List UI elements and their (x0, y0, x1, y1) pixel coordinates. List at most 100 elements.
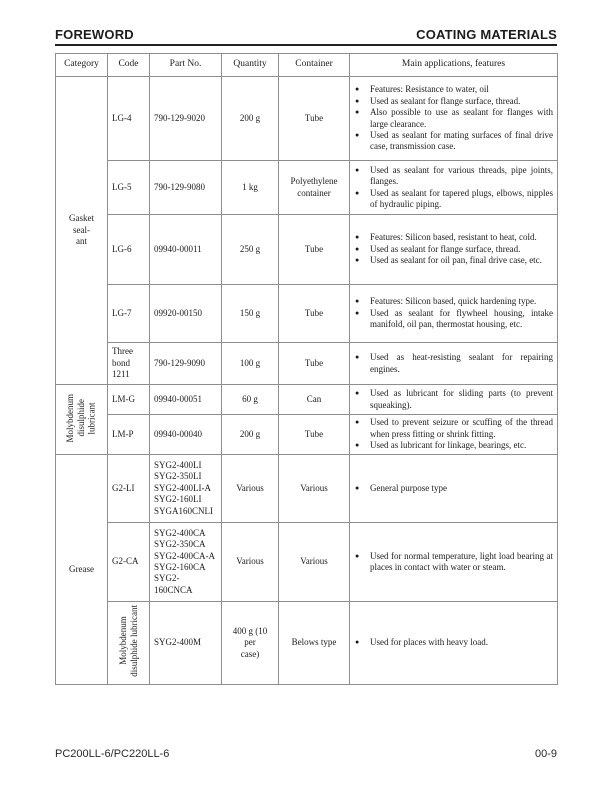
col-header-applications: Main applications, features (349, 53, 558, 77)
application-bullet: ● Used as heat-resisting sealant for repa… (355, 352, 553, 374)
table-row-g2li: Grease G2-LI SYG2-400LI SYG2-350LI SYG2-… (55, 454, 558, 685)
bullet-icon: ● (355, 188, 360, 197)
header-section-title: FOREWORD (55, 27, 134, 42)
applications-cell: ● Features: Silicon based, quick hardenin… (349, 284, 558, 343)
quantity-cell: 400 g (10 per case) (221, 601, 279, 685)
code-cell: LM-P (107, 414, 150, 455)
bullet-icon: ● (355, 297, 360, 306)
table-row-lmp: LM-P 09940-00040 200 g Tube ● Used to pre… (56, 414, 558, 455)
applications-cell: ● Used as sealant for various threads, pi… (349, 160, 558, 215)
application-bullet: ● Used as sealant for oil pan, final driv… (355, 255, 542, 266)
application-bullet: ● Features: Silicon based, resistant to h… (355, 232, 537, 243)
container-cell: Tube (278, 414, 350, 455)
table-row-lg4: Gasket seal- ant LG-4 790-129-9020 200 g… (55, 76, 558, 385)
table-header-row: Category Code Part No. Quantity Containe… (55, 53, 558, 77)
application-bullet: ● Used as sealant for tapered plugs, elbo… (355, 187, 553, 209)
bullet-icon: ● (355, 108, 360, 117)
table-row-lg5: LG-5 790-129-9080 1 kg Polyethylene cont… (56, 160, 558, 215)
quantity-cell: 250 g (221, 214, 279, 285)
application-bullet: ● Used to prevent seizure or scuffing of … (355, 417, 553, 439)
quantity-cell: Various (221, 522, 279, 602)
application-bullet: ● Used as sealant for mating surfaces of … (355, 129, 553, 152)
table-row-lg7: LG-7 09920-00150 150 g Tube ● Features: S… (56, 284, 558, 343)
application-bullet: ● Used as lubricant for sliding parts (to… (355, 388, 553, 410)
part-no-cell: SYG2-400CA SYG2-350CA SYG2-400CA-A SYG2-… (149, 522, 222, 602)
applications-cell: ● Features: Resistance to water, oil ● Use… (349, 76, 558, 161)
container-cell: Tube (278, 284, 350, 343)
container-cell: Can (278, 384, 350, 415)
code-cell: G2-CA (107, 522, 150, 602)
quantity-cell: 150 g (221, 284, 279, 343)
container-cell: Various (278, 454, 350, 523)
table-row-lmg: Molybdenum disulphide lubricant LM-G 099… (55, 384, 558, 455)
applications-cell: ● Features: Silicon based, resistant to h… (349, 214, 558, 285)
bullet-icon: ● (355, 244, 360, 253)
application-bullet: ● Features: Resistance to water, oil (355, 84, 489, 95)
applications-cell: ● General purpose type (349, 454, 558, 523)
table-row-syg2-400m: Molybdenum disulphide lubricant SYG2-400… (56, 601, 558, 685)
page-header: FOREWORD COATING MATERIALS (55, 27, 557, 46)
category-cell-gasket-sealant: Gasket seal- ant (55, 76, 108, 385)
quantity-cell: 1 kg (221, 160, 279, 215)
applications-cell: ● Used for places with heavy load. (349, 601, 558, 685)
part-no-cell: 09920-00150 (149, 284, 222, 343)
code-cell: LG-6 (107, 214, 150, 285)
container-cell: Polyethylene container (278, 160, 350, 215)
coating-materials-table: Category Code Part No. Quantity Containe… (55, 53, 558, 685)
quantity-cell: 60 g (221, 384, 279, 415)
container-cell: Tube (278, 342, 350, 385)
table-row-lg6: LG-6 09940-00011 250 g Tube ● Features: S… (56, 214, 558, 285)
bullet-icon: ● (355, 96, 360, 105)
application-bullet: ● General purpose type (355, 482, 447, 493)
bullet-icon: ● (355, 130, 360, 139)
footer-model: PC200LL-6/PC220LL-6 (55, 748, 170, 760)
quantity-cell: 200 g (221, 414, 279, 455)
code-cell: G2-LI (107, 454, 150, 523)
quantity-cell: 200 g (221, 76, 279, 161)
bullet-icon: ● (355, 418, 360, 427)
table-row-threebond: Three bond 1211 790-129-9090 100 g Tube … (56, 342, 558, 385)
container-cell: Belows type (278, 601, 350, 685)
col-header-part-no: Part No. (149, 53, 222, 77)
application-bullet: ● Used for normal temperature, light load… (355, 550, 553, 572)
part-no-cell: SYG2-400LI SYG2-350LI SYG2-400LI-A SYG2-… (149, 454, 222, 523)
bullet-icon: ● (355, 353, 360, 362)
category-cell-molybdenum-lubricant: Molybdenum disulphide lubricant (55, 384, 108, 455)
applications-cell: ● Used as lubricant for sliding parts (to… (349, 384, 558, 415)
part-no-cell: 09940-00040 (149, 414, 222, 455)
page-footer: PC200LL-6/PC220LL-6 00-9 (55, 748, 557, 760)
application-bullet: ● Used as sealant for various threads, pi… (355, 164, 553, 187)
applications-cell: ● Used as heat-resisting sealant for repa… (349, 342, 558, 385)
application-bullet: ● Also possible to use as sealant for fla… (355, 107, 553, 129)
code-cell: Three bond 1211 (107, 342, 150, 385)
bullet-icon: ● (355, 85, 360, 94)
table-row-g2ca: G2-CA SYG2-400CA SYG2-350CA SYG2-400CA-A… (56, 522, 558, 602)
code-cell: LG-7 (107, 284, 150, 343)
application-bullet: ● Used as sealant for flange surface, thr… (355, 95, 521, 106)
code-cell: LG-4 (107, 76, 150, 161)
container-cell: Tube (278, 76, 350, 161)
header-chapter-title: COATING MATERIALS (416, 27, 557, 42)
code-cell: LM-G (107, 384, 150, 415)
part-no-cell: 790-129-9020 (149, 76, 222, 161)
bullet-icon: ● (355, 551, 360, 560)
code-cell: LG-5 (107, 160, 150, 215)
application-bullet: ● Used as sealant for flange surface, thr… (355, 243, 521, 254)
col-header-container: Container (278, 53, 350, 77)
bullet-icon: ● (355, 389, 360, 398)
col-header-code: Code (107, 53, 150, 77)
application-bullet: ● Used as sealant for flywheel housing, i… (355, 307, 553, 330)
bullet-icon: ● (355, 308, 360, 317)
part-no-cell: SYG2-400M (149, 601, 222, 685)
bullet-icon: ● (355, 441, 360, 450)
applications-cell: ● Used for normal temperature, light load… (349, 522, 558, 602)
quantity-cell: 100 g (221, 342, 279, 385)
container-cell: Tube (278, 214, 350, 285)
applications-cell: ● Used to prevent seizure or scuffing of … (349, 414, 558, 455)
quantity-cell: Various (221, 454, 279, 523)
container-cell: Various (278, 522, 350, 602)
bullet-icon: ● (355, 483, 360, 492)
bullet-icon: ● (355, 165, 360, 174)
code-cell-molybdenum-lubricant: Molybdenum disulphide lubricant (107, 601, 150, 685)
